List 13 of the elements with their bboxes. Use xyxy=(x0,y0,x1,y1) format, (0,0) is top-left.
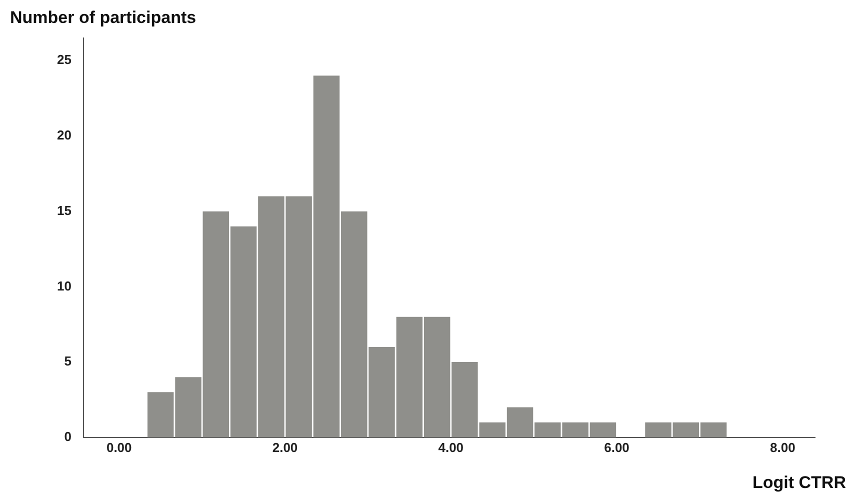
y-tick-label: 5 xyxy=(64,354,72,369)
y-tick-label: 0 xyxy=(64,428,72,444)
x-tick-label: 2.00 xyxy=(272,440,298,455)
y-tick-label: 10 xyxy=(56,278,72,294)
x-tick-label: 6.00 xyxy=(604,440,630,455)
x-tick-label: 8.00 xyxy=(770,440,796,455)
y-axis-title: Number of participants xyxy=(10,8,196,28)
x-axis-title: Logit CTRR xyxy=(752,473,846,493)
x-tick-label: 4.00 xyxy=(438,440,464,455)
y-tick-label: 15 xyxy=(56,202,72,218)
x-tick-label: 0.00 xyxy=(106,440,132,455)
y-tick-label: 25 xyxy=(56,52,72,68)
y-tick-label: 20 xyxy=(56,128,72,143)
